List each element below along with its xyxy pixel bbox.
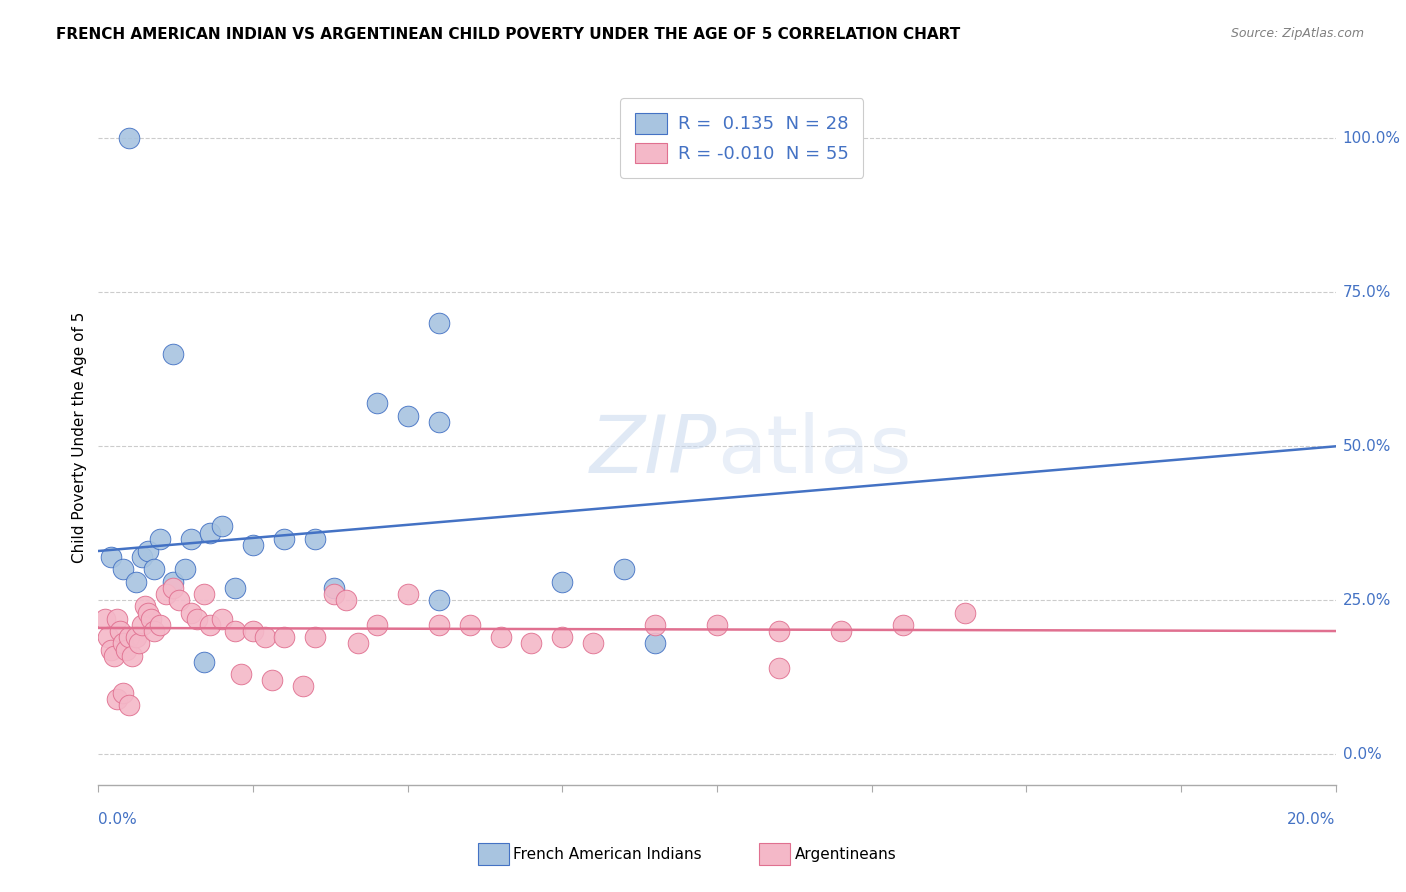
Point <box>260 673 283 688</box>
Point <box>186 612 208 626</box>
Point <box>105 612 128 626</box>
Point <box>108 624 131 638</box>
Point <box>427 618 450 632</box>
Point <box>100 550 122 565</box>
Point <box>891 618 914 632</box>
Point <box>198 618 221 632</box>
Point <box>180 532 202 546</box>
Point <box>131 618 153 632</box>
Point <box>644 636 666 650</box>
Point <box>139 612 162 626</box>
Point <box>242 624 264 638</box>
Text: Argentineans: Argentineans <box>794 847 896 862</box>
Point <box>322 581 344 595</box>
Point <box>118 630 141 644</box>
Point <box>830 624 852 638</box>
Point <box>242 538 264 552</box>
Point <box>366 396 388 410</box>
Point <box>193 655 215 669</box>
Text: ZIP: ZIP <box>589 412 717 490</box>
Y-axis label: Child Poverty Under the Age of 5: Child Poverty Under the Age of 5 <box>72 311 87 563</box>
Point <box>198 525 221 540</box>
Point <box>136 544 159 558</box>
Point <box>396 409 419 423</box>
Point <box>167 593 190 607</box>
Point <box>143 562 166 576</box>
Point <box>273 630 295 644</box>
Point <box>121 648 143 663</box>
Text: Source: ZipAtlas.com: Source: ZipAtlas.com <box>1230 27 1364 40</box>
Text: 25.0%: 25.0% <box>1343 593 1391 607</box>
Point <box>427 316 450 330</box>
Point <box>347 636 370 650</box>
Point <box>229 667 252 681</box>
Point <box>304 532 326 546</box>
Point <box>335 593 357 607</box>
Point <box>366 618 388 632</box>
Point <box>953 606 976 620</box>
Legend: R =  0.135  N = 28, R = -0.010  N = 55: R = 0.135 N = 28, R = -0.010 N = 55 <box>620 98 863 178</box>
Point <box>396 587 419 601</box>
Point <box>115 642 138 657</box>
Point <box>93 612 115 626</box>
Text: French American Indians: French American Indians <box>513 847 702 862</box>
Point <box>458 618 481 632</box>
Point <box>551 630 574 644</box>
Point <box>149 618 172 632</box>
Point <box>162 574 184 589</box>
Point <box>427 415 450 429</box>
Point <box>100 642 122 657</box>
Text: FRENCH AMERICAN INDIAN VS ARGENTINEAN CHILD POVERTY UNDER THE AGE OF 5 CORRELATI: FRENCH AMERICAN INDIAN VS ARGENTINEAN CH… <box>56 27 960 42</box>
Point <box>520 636 543 650</box>
Point <box>143 624 166 638</box>
Point <box>768 661 790 675</box>
Point <box>131 550 153 565</box>
Text: 20.0%: 20.0% <box>1288 812 1336 827</box>
Point <box>174 562 197 576</box>
Point <box>136 606 159 620</box>
Point <box>149 532 172 546</box>
Point <box>224 581 246 595</box>
Point <box>768 624 790 638</box>
Point <box>613 562 636 576</box>
Point <box>211 519 233 533</box>
Text: atlas: atlas <box>717 412 911 490</box>
Point <box>162 581 184 595</box>
Point <box>97 630 120 644</box>
Point <box>427 593 450 607</box>
Text: 0.0%: 0.0% <box>1343 747 1382 762</box>
Point <box>291 680 314 694</box>
Point <box>706 618 728 632</box>
Point <box>489 630 512 644</box>
Point <box>254 630 277 644</box>
Point <box>124 630 146 644</box>
Point <box>644 618 666 632</box>
Point <box>112 636 135 650</box>
Point <box>211 612 233 626</box>
Text: 100.0%: 100.0% <box>1343 131 1400 146</box>
Text: 0.0%: 0.0% <box>98 812 138 827</box>
Point <box>128 636 150 650</box>
Point <box>582 636 605 650</box>
Point <box>118 131 141 145</box>
Point <box>124 574 146 589</box>
Point <box>112 685 135 699</box>
Text: 75.0%: 75.0% <box>1343 285 1391 300</box>
Point <box>224 624 246 638</box>
Point <box>273 532 295 546</box>
Point <box>134 599 156 614</box>
Point <box>105 691 128 706</box>
Point <box>103 648 125 663</box>
Point <box>112 562 135 576</box>
Point <box>180 606 202 620</box>
Point <box>304 630 326 644</box>
Point <box>322 587 344 601</box>
Point <box>551 574 574 589</box>
Text: 50.0%: 50.0% <box>1343 439 1391 454</box>
Point <box>155 587 177 601</box>
Point <box>118 698 141 712</box>
Point <box>193 587 215 601</box>
Point <box>162 347 184 361</box>
